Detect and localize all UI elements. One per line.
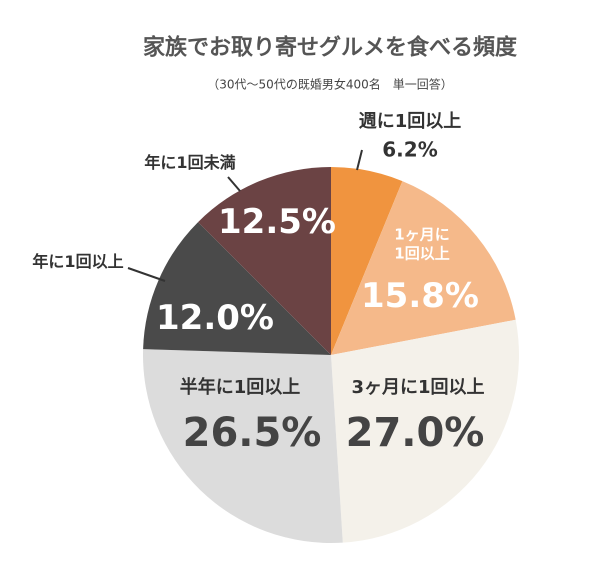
pie-slice xyxy=(331,319,519,543)
pie-slice xyxy=(143,349,343,543)
leader-line xyxy=(356,149,363,171)
slice-label: 年に1回以上 xyxy=(32,252,124,271)
slice-label: 1ヶ月に 1回以上 xyxy=(394,225,450,262)
pie-slice xyxy=(198,167,331,355)
value-label: 27.0% xyxy=(345,410,485,456)
slice-label: 週に1回以上 xyxy=(358,110,462,132)
slice-label: 半年に1回以上 xyxy=(179,376,301,398)
pie-slice xyxy=(143,222,331,355)
pie-slice xyxy=(331,181,516,355)
chart-title: 家族でお取り寄せグルメを食べる頻度 xyxy=(142,35,518,61)
slice-label: 年に1回未満 xyxy=(144,153,236,172)
value-label: 15.8% xyxy=(361,275,479,316)
value-label: 12.0% xyxy=(156,297,274,338)
chart-subtitle: （30代〜50代の既婚男女400名 単一回答） xyxy=(207,77,453,92)
value-label: 12.5% xyxy=(218,201,336,242)
slice-label: 3ヶ月に1回以上 xyxy=(351,376,485,398)
value-label: 26.5% xyxy=(182,410,322,456)
pie-slice xyxy=(331,167,403,355)
value-label: 6.2% xyxy=(382,137,438,162)
leader-line xyxy=(127,267,166,282)
leader-line xyxy=(227,176,241,192)
